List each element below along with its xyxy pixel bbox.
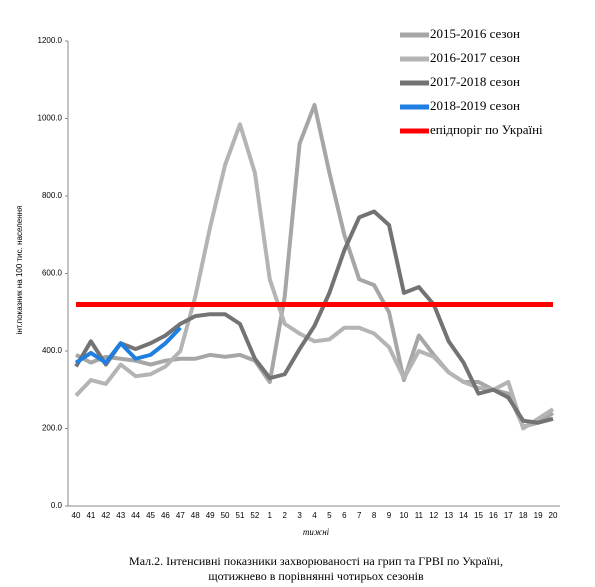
x-tick-label: 8 (372, 511, 377, 520)
x-tick-label: 51 (236, 511, 245, 520)
x-tick-label: 10 (399, 511, 408, 520)
x-tick-label: 1 (268, 511, 273, 520)
x-tick-label: 42 (101, 511, 110, 520)
x-tick-label: 9 (387, 511, 392, 520)
y-axis-label: інт.показник на 100 тис. населення (15, 206, 24, 335)
x-tick-label: 17 (504, 511, 513, 520)
x-tick-label: 15 (474, 511, 483, 520)
x-tick-label: 14 (459, 511, 468, 520)
series-line (75, 102, 555, 429)
legend-label: 2016-2017 сезон (430, 50, 520, 65)
x-tick-label: 7 (357, 511, 362, 520)
x-tick-label: 45 (146, 511, 155, 520)
y-tick-label: 800.0 (42, 191, 63, 200)
x-tick-label: 5 (327, 511, 332, 520)
y-tick-label: 600.0 (42, 269, 63, 278)
x-tick-label: 43 (116, 511, 125, 520)
y-tick-label: 400.0 (42, 346, 63, 355)
y-tick-label: 200.0 (42, 424, 63, 433)
x-tick-label: 50 (221, 511, 230, 520)
series-line (74, 209, 554, 425)
x-tick-label: 18 (519, 511, 528, 520)
x-tick-label: 12 (429, 511, 438, 520)
x-tick-label: 13 (444, 511, 453, 520)
x-tick-label: 49 (206, 511, 215, 520)
x-tick-label: 46 (161, 511, 170, 520)
x-tick-label: 11 (415, 511, 424, 520)
x-tick-label: 6 (342, 511, 347, 520)
y-tick-label: 1200.0 (38, 36, 63, 45)
caption: щотижнево в порівнянні чотирьох сезонів (208, 569, 424, 583)
x-tick-label: 4 (312, 511, 317, 520)
x-tick-label: 20 (549, 511, 558, 520)
y-tick-label: 1000.0 (38, 114, 63, 123)
legend-label: 2015-2016 сезон (430, 26, 520, 41)
x-tick-label: 3 (297, 511, 302, 520)
x-tick-label: 48 (191, 511, 200, 520)
x-tick-label: 16 (489, 511, 498, 520)
x-axis-label: тижні (303, 527, 330, 537)
caption: Мал.2. Інтенсивні показники захворюванос… (129, 554, 503, 568)
legend-label: епідпоріг по Україні (430, 122, 543, 137)
x-tick-label: 40 (72, 511, 81, 520)
x-tick-label: 2 (282, 511, 287, 520)
series-line (74, 326, 182, 365)
x-tick-label: 41 (86, 511, 95, 520)
x-tick-label: 52 (250, 511, 259, 520)
legend-label: 2018-2019 сезон (430, 98, 520, 113)
x-tick-label: 19 (534, 511, 543, 520)
y-tick-label: 0.0 (51, 501, 63, 510)
x-tick-label: 47 (176, 511, 185, 520)
legend-label: 2017-2018 сезон (430, 74, 520, 89)
x-tick-label: 44 (131, 511, 140, 520)
